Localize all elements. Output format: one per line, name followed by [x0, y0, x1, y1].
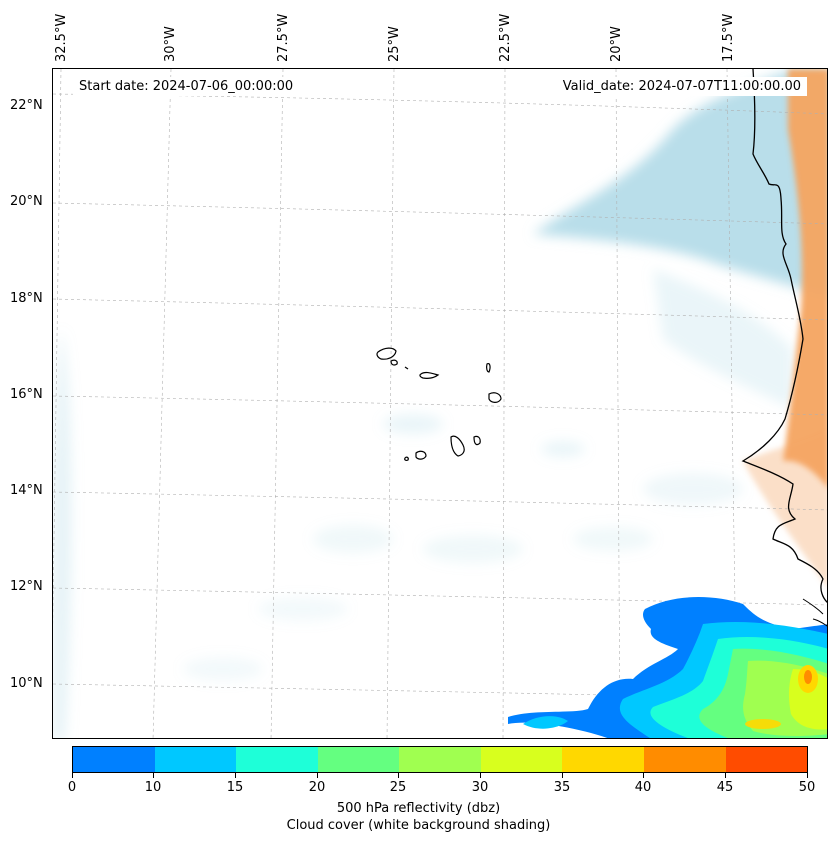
lat-label-10n: 10°N: [10, 676, 43, 691]
island-sao-nicolau: [419, 371, 440, 379]
cloud-patch-coastal: [653, 269, 793, 409]
colorbar-tick: [235, 773, 236, 778]
colorbar-tick-label-15: 15: [226, 780, 244, 795]
valid-date-label: Valid_date: 2024-07-07T11:00:00.00: [556, 77, 807, 96]
colorbar-tick-label-10: 10: [144, 780, 162, 795]
cloud-patch-1: [383, 414, 443, 434]
lon-label-30w: 30°W: [163, 26, 178, 62]
colorbar-tick-label-45: 45: [716, 780, 734, 795]
colorbar-segment-8: [725, 747, 808, 772]
lon-label-25w: 25°W: [387, 26, 402, 62]
colorbar-segment-2: [236, 747, 318, 772]
lat-label-16n: 16°N: [10, 387, 43, 402]
lat-label-22n: 22°N: [10, 98, 43, 113]
colorbar-tick: [72, 773, 73, 778]
colorbar-tick-label-20: 20: [308, 780, 326, 795]
colorbar-tick-label-35: 35: [553, 780, 571, 795]
cloud-patch-7: [643, 473, 743, 505]
colorbar-segment-7: [643, 747, 726, 772]
island-fogo: [415, 450, 427, 460]
colorbar-segment-4: [399, 747, 481, 772]
cloud-band-north: [533, 69, 827, 299]
island-sao-vicente: [390, 359, 398, 366]
refl-40-45: [804, 670, 812, 684]
colorbar-tick-label-25: 25: [389, 780, 407, 795]
map-canvas: [53, 69, 827, 738]
cloud-patch-5: [258, 597, 348, 621]
reflectivity-colorbar: [72, 746, 808, 773]
island-santiago: [450, 435, 465, 457]
colorbar-segment-6: [562, 747, 644, 772]
island-maio: [473, 435, 481, 446]
map-panel[interactable]: Start date: 2024-07-06_00:00:00 Valid_da…: [52, 68, 828, 739]
island-santa-luzia: [404, 366, 409, 370]
guinea-coast-detail: [802, 598, 827, 627]
refl-yellow-blob: [745, 719, 781, 729]
colorbar-segment-3: [317, 747, 400, 772]
cloud-patch-6: [573, 527, 653, 551]
colorbar-segment-5: [480, 747, 563, 772]
gridline-lon-25: [386, 69, 395, 738]
colorbar-tick-label-0: 0: [67, 780, 77, 795]
colorbar-tick: [725, 773, 726, 778]
colorbar-tick: [480, 773, 481, 778]
island-sal: [486, 362, 491, 373]
lon-label-22-5w: 22.5°W: [498, 13, 513, 62]
colorbar-tick: [317, 773, 318, 778]
colorbar-tick-label-40: 40: [634, 780, 652, 795]
cape-verde-islands: [376, 347, 502, 461]
gridline-lon-27-5: [270, 69, 284, 738]
colorbar-segment-0: [73, 747, 155, 772]
island-brava: [404, 456, 409, 461]
gridline-lon-30: [152, 69, 172, 738]
reflectivity-fill: [508, 597, 827, 738]
colorbar-tick-label-30: 30: [471, 780, 489, 795]
cloud-cover-shading: [53, 69, 827, 738]
gridline-lat-16: [53, 395, 827, 416]
colorbar-subtitle: Cloud cover (white background shading): [286, 818, 551, 833]
colorbar-tick-label-50: 50: [798, 780, 816, 795]
colorbar-title: 500 hPa reflectivity (dbz): [336, 801, 501, 816]
colorbar-tick: [643, 773, 644, 778]
cloud-patch-8: [183, 657, 263, 681]
africa-coastline: [741, 69, 827, 603]
cloud-patch-2: [541, 441, 585, 457]
colorbar-tick: [153, 773, 154, 778]
lon-label-20w: 20°W: [609, 26, 624, 62]
start-date-label: Start date: 2024-07-06_00:00:00: [73, 77, 300, 96]
cloud-strip-west: [53, 329, 72, 738]
cloud-patch-3: [313, 525, 393, 553]
refl-small-cell: [523, 716, 568, 729]
gridline-lon-22-5: [502, 69, 506, 738]
gridline-lon-20: [615, 69, 621, 738]
lat-label-18n: 18°N: [10, 291, 43, 306]
refl-30-35: [788, 669, 827, 730]
island-santo-antao: [376, 347, 397, 360]
lon-label-27-5w: 27.5°W: [276, 13, 291, 62]
gridline-lat-20: [53, 202, 827, 225]
colorbar-tick: [398, 773, 399, 778]
colorbar-tick: [807, 773, 808, 778]
island-boa-vista: [488, 392, 502, 403]
lat-label-20n: 20°N: [10, 194, 43, 209]
lat-label-14n: 14°N: [10, 483, 43, 498]
lon-label-32-5w: 32.5°W: [54, 13, 69, 62]
colorbar-tick: [562, 773, 563, 778]
lon-label-17-5w: 17.5°W: [721, 13, 736, 62]
cloud-patch-4: [423, 535, 523, 563]
gridline-lat-22: [53, 93, 827, 115]
lat-label-12n: 12°N: [10, 579, 43, 594]
colorbar-segment-1: [154, 747, 237, 772]
gridline-lat-18: [53, 298, 827, 321]
gridline-lat-14: [53, 491, 827, 511]
